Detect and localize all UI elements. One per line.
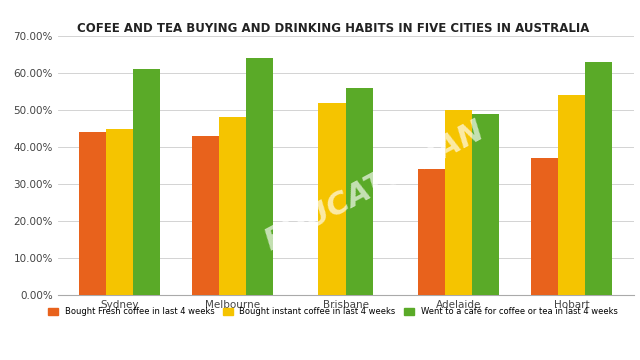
Bar [531, 158, 558, 295]
Bar [585, 62, 612, 295]
Bar [346, 88, 372, 295]
Bar [418, 169, 445, 295]
Bar [106, 129, 133, 295]
Text: COFEE AND TEA BUYING AND DRINKING HABITS IN FIVE CITIES IN AUSTRALIA: COFEE AND TEA BUYING AND DRINKING HABITS… [77, 22, 589, 35]
Bar [133, 69, 161, 295]
Bar [472, 114, 499, 295]
Bar [445, 110, 472, 295]
Text: HTTPS://EDUCATORIAN.COM: HTTPS://EDUCATORIAN.COM [13, 337, 210, 350]
Bar [79, 132, 106, 295]
Bar [246, 58, 273, 295]
Legend: Bought Fresh coffee in last 4 weeks, Bought instant coffee in last 4 weeks, Went: Bought Fresh coffee in last 4 weeks, Bou… [45, 304, 621, 320]
Bar [192, 136, 219, 295]
Text: EDUCATORIAN: EDUCATORIAN [260, 116, 489, 257]
Bar [558, 95, 585, 295]
Bar [319, 103, 346, 295]
Bar [219, 117, 246, 295]
